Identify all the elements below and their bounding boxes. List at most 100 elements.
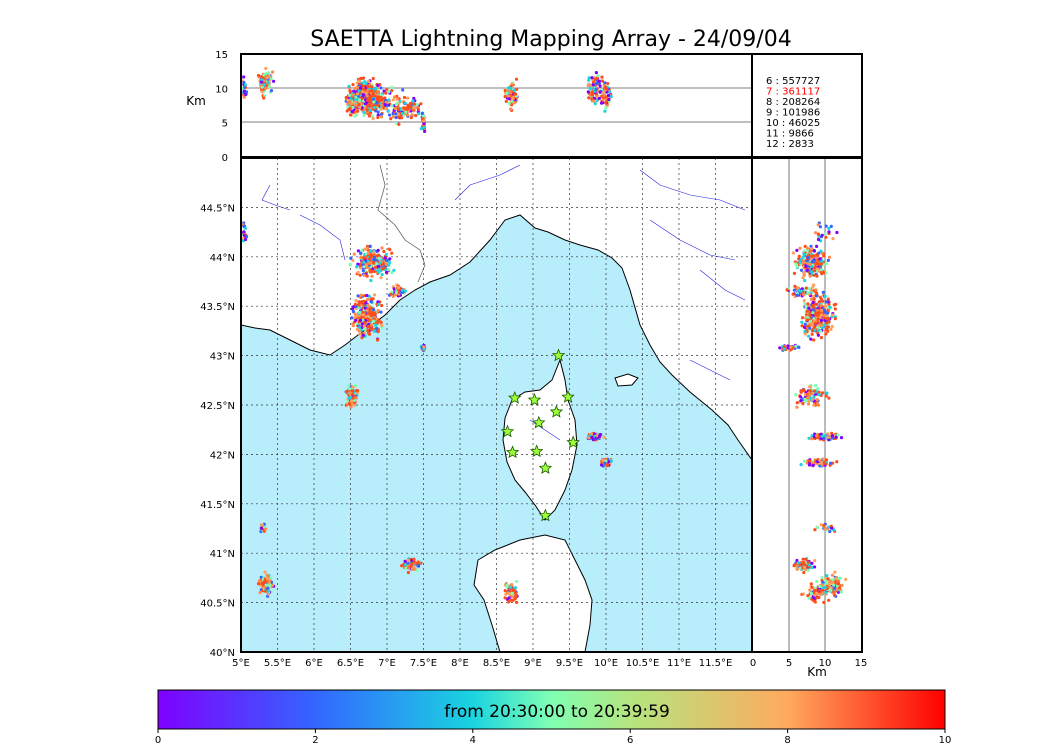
lightning-point-alt-lat xyxy=(812,269,817,273)
lightning-point xyxy=(597,435,602,439)
lightning-point xyxy=(503,589,507,593)
lightning-point xyxy=(379,276,383,280)
lightning-point-alt-lat xyxy=(808,459,812,463)
lightning-point xyxy=(358,262,362,266)
lightning-point xyxy=(607,460,611,464)
lightning-point-alt-lon xyxy=(356,109,360,113)
lightning-point-alt-lon xyxy=(406,96,410,100)
lightning-point-alt-lon xyxy=(422,125,426,129)
lightning-point-alt-lat xyxy=(801,557,805,561)
lightning-point xyxy=(263,570,267,574)
lightning-point-alt-lon xyxy=(265,76,269,80)
lightning-point-alt-lat xyxy=(809,591,814,596)
lightning-point-alt-lon xyxy=(242,80,246,84)
lightning-point-alt-lat xyxy=(809,319,813,323)
lightning-point xyxy=(356,270,360,275)
lightning-point xyxy=(412,557,416,561)
lightning-point-alt-lon xyxy=(591,83,595,87)
lightning-point-alt-lat xyxy=(815,434,819,438)
lightning-point-alt-lat xyxy=(804,286,809,290)
lightning-point-alt-lon xyxy=(588,86,592,90)
station-marker xyxy=(561,390,575,403)
lightning-point-alt-lat xyxy=(824,458,829,462)
lightning-point-alt-lat xyxy=(819,262,823,266)
lightning-point-alt-lat xyxy=(835,587,839,592)
lightning-point-alt-lat xyxy=(795,558,799,563)
altitude-lat-points xyxy=(778,221,848,605)
lightning-point-alt-lat xyxy=(826,297,830,301)
lightning-point-alt-lat xyxy=(807,287,811,291)
altitude-lat-frame xyxy=(751,157,863,653)
lightning-point-alt-lon xyxy=(391,115,395,119)
lightning-point xyxy=(358,266,363,270)
lightning-point-alt-lon xyxy=(596,74,600,78)
lightning-point-alt-lon xyxy=(603,85,607,89)
lightning-point-alt-lon xyxy=(393,95,397,99)
lightning-point xyxy=(503,596,507,600)
lightning-point xyxy=(355,264,359,268)
lightning-point xyxy=(388,247,392,252)
altitude-lat-panel xyxy=(753,158,861,652)
lightning-point-alt-lon xyxy=(600,75,604,79)
lightning-point-alt-lat xyxy=(826,258,830,262)
lightning-point-alt-lat xyxy=(816,237,821,242)
lightning-point xyxy=(511,594,515,598)
lightning-point xyxy=(404,566,408,570)
elba-island xyxy=(614,373,639,387)
lightning-point xyxy=(403,563,407,567)
lat-tick-label: 42°N xyxy=(210,450,235,461)
lightning-point xyxy=(375,338,380,342)
lightning-point-alt-lat xyxy=(832,586,837,590)
colorbar-ticks: 0 2 4 6 8 10 xyxy=(155,729,951,746)
lightning-point-alt-lat xyxy=(802,388,806,392)
lightning-point xyxy=(394,290,398,294)
lightning-point xyxy=(363,247,367,251)
lightning-point-alt-lat xyxy=(802,299,806,303)
lightning-point xyxy=(362,256,366,260)
lightning-point-alt-lon xyxy=(357,79,361,83)
lightning-point-alt-lon xyxy=(262,83,266,87)
lightning-point xyxy=(259,575,263,580)
lightning-point-alt-lon xyxy=(242,89,246,93)
lightning-point xyxy=(348,387,352,391)
lightning-point xyxy=(351,389,355,393)
lightning-point-alt-lon xyxy=(422,122,426,126)
lightning-point-alt-lat xyxy=(810,585,814,590)
lightning-point-alt-lon xyxy=(419,127,423,131)
lightning-point-alt-lat xyxy=(815,267,820,271)
lightning-point-alt-lon xyxy=(400,116,404,120)
station-count-row: 10 : 46025 xyxy=(766,118,820,129)
lightning-point-alt-lon xyxy=(267,85,271,89)
lightning-point-alt-lat xyxy=(808,262,812,267)
lightning-point-alt-lat xyxy=(820,259,824,263)
lightning-point-alt-lon xyxy=(355,92,359,96)
lightning-point xyxy=(356,294,360,298)
lightning-point-alt-lon xyxy=(358,86,363,90)
lightning-point xyxy=(380,303,384,308)
lightning-point-alt-lat xyxy=(831,237,835,241)
lightning-point-alt-lon xyxy=(256,73,261,78)
lightning-point-alt-lon xyxy=(395,97,399,101)
station-marker xyxy=(500,424,515,438)
station-marker xyxy=(532,415,546,429)
lightning-point-alt-lat xyxy=(797,345,801,349)
lightning-point-alt-lat xyxy=(824,261,828,265)
lightning-point-alt-lat xyxy=(811,303,815,308)
lightning-point-alt-lon xyxy=(397,122,401,126)
lightning-point xyxy=(603,461,607,465)
lightning-point-alt-lat xyxy=(808,274,812,278)
lightning-point-alt-lat xyxy=(803,397,807,401)
lightning-point-alt-lat xyxy=(797,288,801,292)
lightning-point-alt-lon xyxy=(400,111,404,115)
lightning-point xyxy=(363,306,367,310)
lightning-point-alt-lat xyxy=(803,325,807,329)
lightning-point-alt-lat xyxy=(802,565,807,569)
lightning-point xyxy=(356,249,360,253)
lightning-point xyxy=(369,249,373,253)
lightning-point-alt-lat xyxy=(808,322,812,326)
lightning-point-alt-lat xyxy=(836,590,841,594)
lightning-point-alt-lat xyxy=(802,570,806,575)
station-count-row: 6 : 557727 xyxy=(766,76,820,87)
lightning-point xyxy=(358,318,363,322)
colorbar-tick-label: 0 xyxy=(155,735,161,746)
